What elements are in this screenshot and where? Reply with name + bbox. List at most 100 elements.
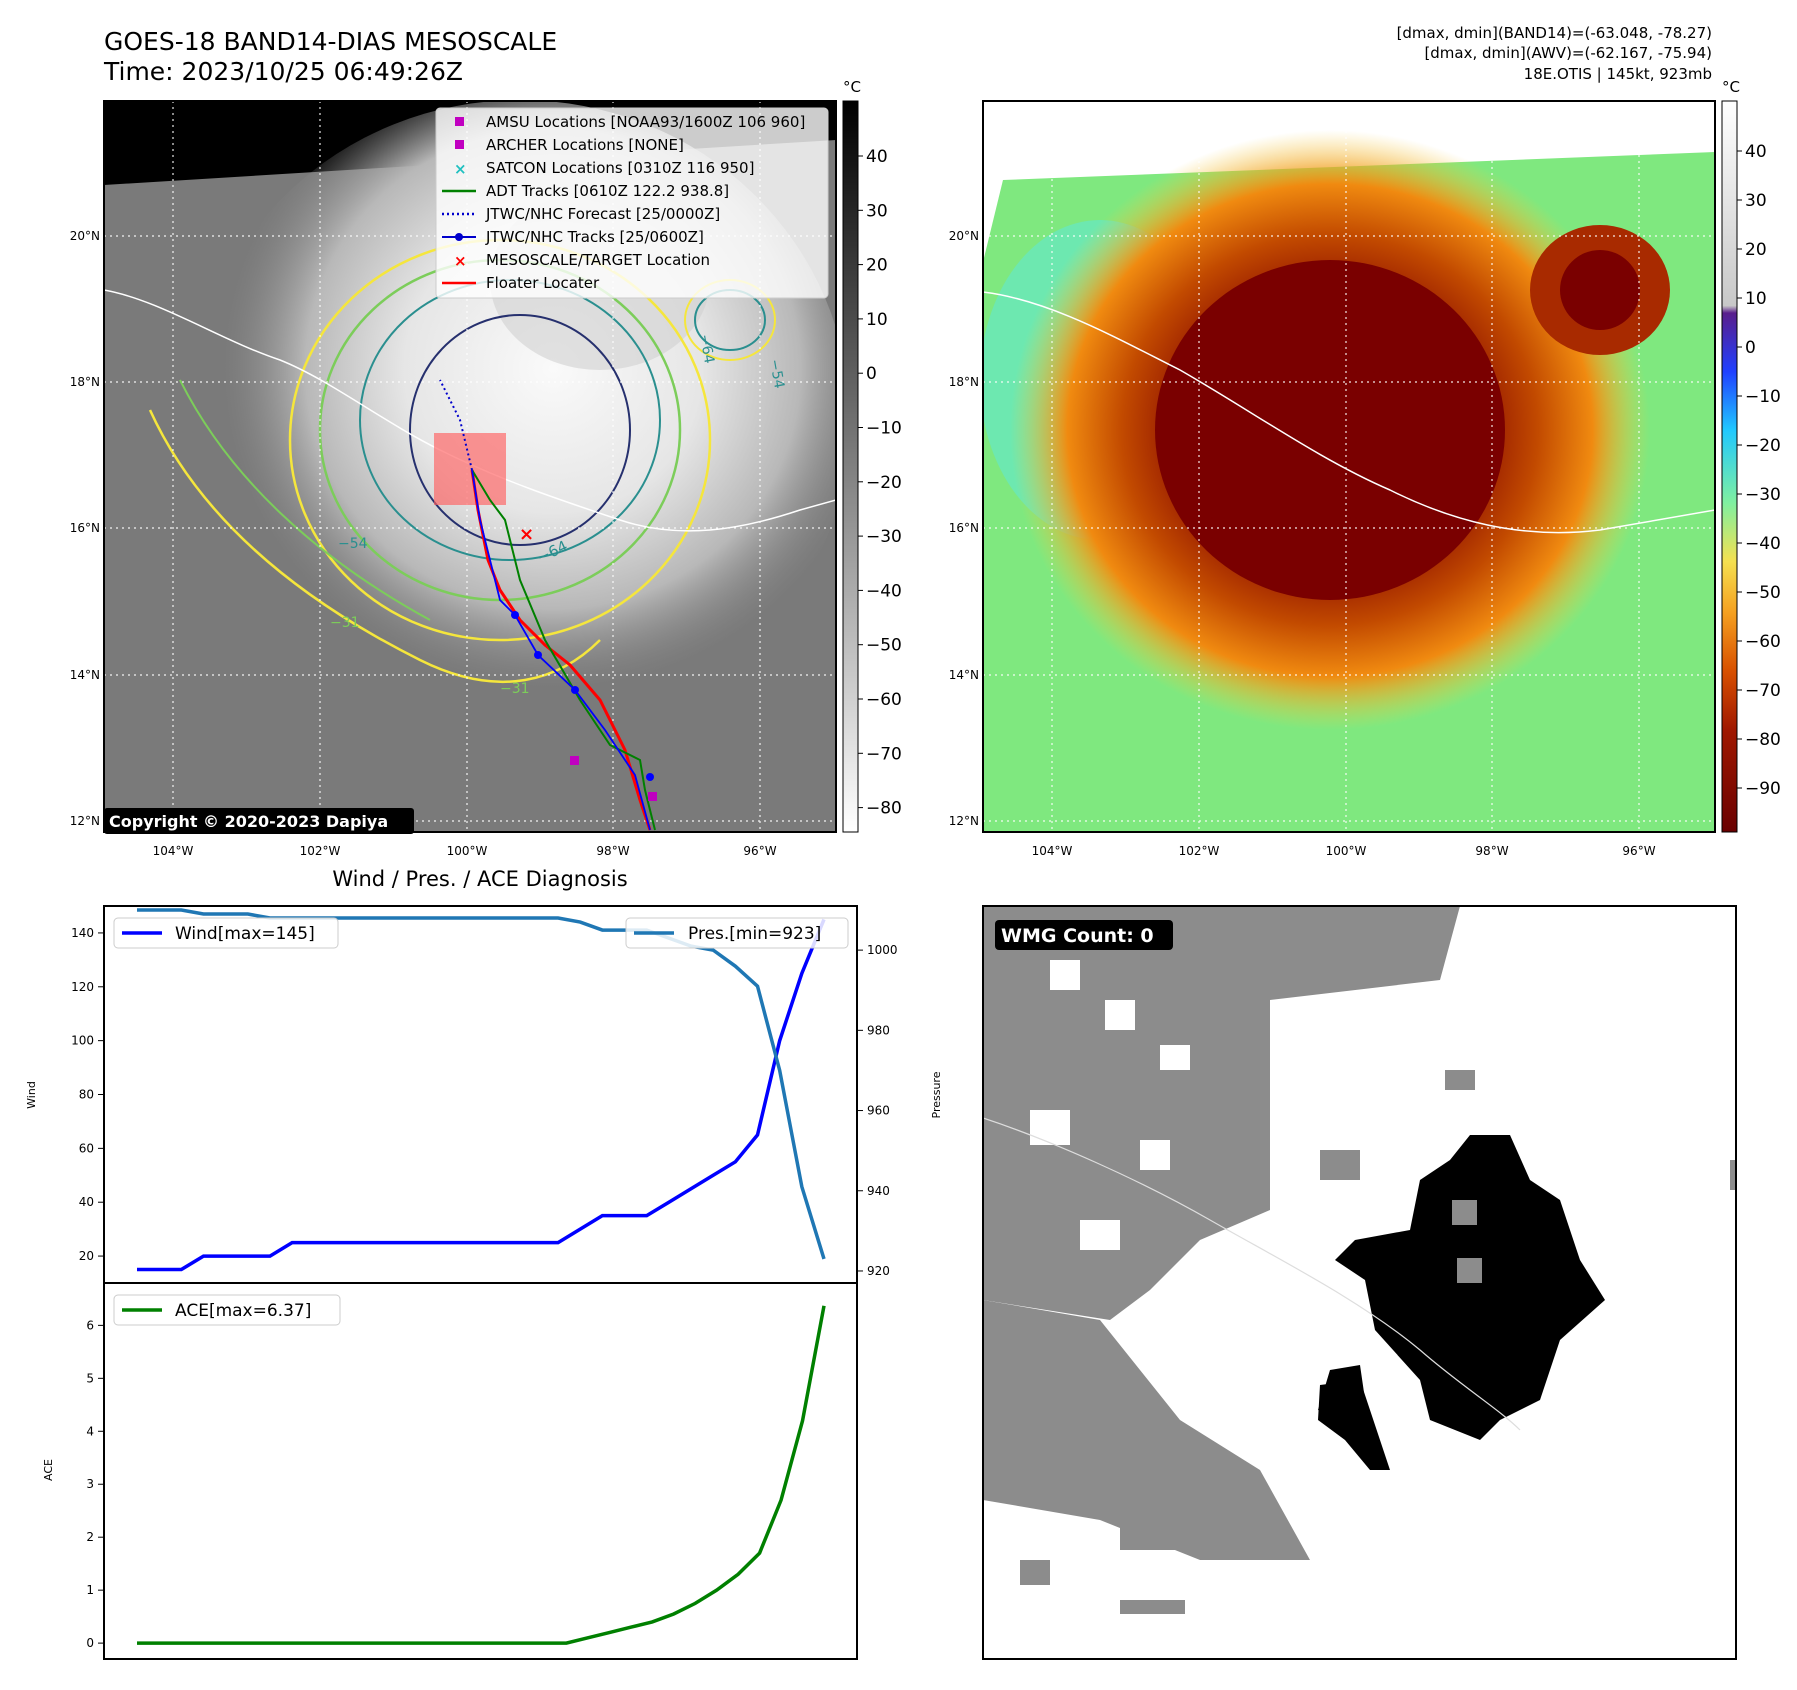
colorbar-tick-label: −60 [866, 690, 902, 710]
legend-label: ADT Tracks [0610Z 122.2 938.8] [486, 182, 729, 200]
colorbar-tick-label: −40 [1745, 534, 1781, 554]
wmg-panel: WMG Count: 0 [982, 905, 1737, 1660]
ace-line [137, 1305, 826, 1645]
awv-map-panel [982, 100, 1716, 833]
page-title: GOES-18 BAND14-DIAS MESOSCALE [104, 27, 558, 56]
colorbar-tick-label: 0 [866, 364, 877, 384]
legend-label: JTWC/NHC Tracks [25/0600Z] [485, 228, 704, 246]
ir-colorbar-unit: °C [843, 78, 861, 96]
colorbar-tick-label: −40 [866, 581, 902, 601]
colorbar-tick-label: −10 [866, 419, 902, 439]
pressure-axis-label: Pressure [930, 1071, 943, 1118]
legend-item: ARCHER Locations [NONE] [455, 136, 684, 154]
lat-tick-label: 12°N [949, 814, 979, 828]
colorbar-tick-label: −80 [1745, 730, 1781, 750]
adt-track [471, 469, 656, 831]
pressure-tick-label: 920 [867, 1264, 890, 1278]
colorbar-tick-label: 10 [1745, 289, 1767, 309]
contour-label: −54 [338, 536, 368, 552]
jtwc-forecast [439, 379, 473, 471]
legend-label: ARCHER Locations [NONE] [486, 136, 684, 154]
contour-navy [409, 314, 631, 546]
lon-tick-label: 96°W [743, 844, 776, 858]
lon-tick-label: 100°W [447, 844, 488, 858]
awv-colorbar: °C 40 30 20 10 0 −10 −20 −30 −40 −50 −60 −70 −80 −90 [1721, 78, 1781, 833]
ace-tick-label: 0 [86, 1636, 94, 1650]
wind-line [137, 918, 826, 1272]
ace-legend: ACE[max=6.37] [113, 1294, 341, 1326]
legend-square-icon [455, 140, 464, 149]
wind-tick-label: 60 [79, 1141, 94, 1155]
colorbar-tick-label: −20 [1745, 436, 1781, 456]
ir-map-panel: × −64 −54 −64 −54 −31 −31 Copyright © 20… [103, 100, 837, 834]
info-awv-range: [dmax, dmin](AWV)=(-62.167, -75.94) [1424, 44, 1712, 62]
colorbar-tick-label: 20 [1745, 240, 1767, 260]
wind-tick-label: 120 [71, 980, 94, 994]
colorbar-tick-label: −30 [1745, 485, 1781, 505]
wind-axis-label: Wind [25, 1081, 38, 1109]
info-band14-range: [dmax, dmin](BAND14)=(-63.048, -78.27) [1396, 24, 1712, 42]
coastline [983, 291, 1715, 534]
wind-tick-label: 80 [79, 1088, 94, 1102]
wmg-count-badge [995, 920, 1173, 950]
pressure-legend: Pres.[min=923] [625, 917, 849, 949]
contour-label: −54 [766, 358, 787, 390]
legend-item: ADT Tracks [0610Z 122.2 938.8] [442, 182, 729, 200]
lon-tick-label: 102°W [300, 844, 341, 858]
colorbar-tick-label: −30 [866, 527, 902, 547]
contour-label: −31 [330, 615, 360, 631]
awv-colorbar-unit: °C [1722, 78, 1740, 96]
wind-tick-label: 20 [79, 1249, 94, 1263]
ace-tick-label: 6 [86, 1318, 94, 1332]
ace-tick-label: 1 [86, 1583, 94, 1597]
legend-item: Floater Locater [442, 274, 600, 292]
colorbar-tick-label: −20 [866, 473, 902, 493]
lon-tick-label: 98°W [596, 844, 629, 858]
ir-colorbar: °C 40 30 20 10 0 −10 −20 −30 −40 −50 −60 −70 −80 [842, 78, 902, 833]
colorbar-tick-label: 30 [866, 201, 888, 221]
colorbar-tick-label: −70 [1745, 681, 1781, 701]
lon-tick-label: 102°W [1179, 844, 1220, 858]
wind-tick-label: 100 [71, 1034, 94, 1048]
page-subtitle-time: Time: 2023/10/25 06:49:26Z [104, 57, 463, 86]
lon-tick-label: 104°W [153, 844, 194, 858]
colorbar-tick-label: −60 [1745, 632, 1781, 652]
legend-item: JTWC/NHC Forecast [25/0000Z] [442, 205, 720, 223]
ir-legend: AMSU Locations [NOAA93/1600Z 106 960] ARC… [435, 107, 829, 299]
legend-label: AMSU Locations [NOAA93/1600Z 106 960] [486, 113, 805, 131]
colorbar-tick-label: −50 [866, 636, 902, 656]
colorbar-tick-label: −90 [1745, 779, 1781, 799]
legend-label: SATCON Locations [0310Z 116 950] [486, 159, 754, 177]
pressure-tick-label: 980 [867, 1023, 890, 1037]
copyright-text: Copyright © 2020-2023 Dapiya [109, 812, 388, 831]
ace-tick-label: 3 [86, 1477, 94, 1491]
legend-label: MESOSCALE/TARGET Location [486, 251, 710, 269]
lat-tick-label: 20°N [70, 229, 100, 243]
svg-text:Wind[max=145]: Wind[max=145] [175, 924, 315, 944]
wmg-count-text: WMG Count: 0 [1001, 925, 1154, 947]
coastline [983, 1117, 1521, 1431]
ace-tick-label: 4 [86, 1424, 94, 1438]
copyright-badge [104, 808, 414, 834]
ace-tick-label: 5 [86, 1371, 94, 1385]
legend-square-icon [455, 117, 464, 126]
contour-label: −31 [500, 681, 530, 697]
mesoscale-target-marker: × [519, 524, 534, 545]
legend-label: JTWC/NHC Forecast [25/0000Z] [485, 205, 720, 223]
legend-item: AMSU Locations [NOAA93/1600Z 106 960] [455, 113, 805, 131]
legend-item: JTWC/NHC Tracks [25/0600Z] [442, 228, 704, 246]
colorbar-tick-label: 20 [866, 256, 888, 276]
colorbar-tick-label: −80 [866, 799, 902, 819]
info-storm-summary: 18E.OTIS | 145kt, 923mb [1523, 65, 1712, 83]
colorbar-tick-label: 0 [1745, 338, 1756, 358]
wind-pres-plot: 20 40 60 80 100 120 140 920 940 960 980 1000 Wind[ma… [71, 905, 898, 1284]
ace-axis-label: ACE [42, 1459, 55, 1481]
wind-tick-label: 40 [79, 1195, 94, 1209]
diagnosis-title: Wind / Pres. / ACE Diagnosis [332, 867, 627, 891]
colorbar-tick-label: 30 [1745, 191, 1767, 211]
lat-tick-label: 16°N [949, 521, 979, 535]
pressure-tick-label: 1000 [867, 943, 898, 957]
pressure-tick-label: 940 [867, 1184, 890, 1198]
wind-legend: Wind[max=145] [113, 917, 339, 949]
ace-tick-label: 2 [86, 1530, 94, 1544]
